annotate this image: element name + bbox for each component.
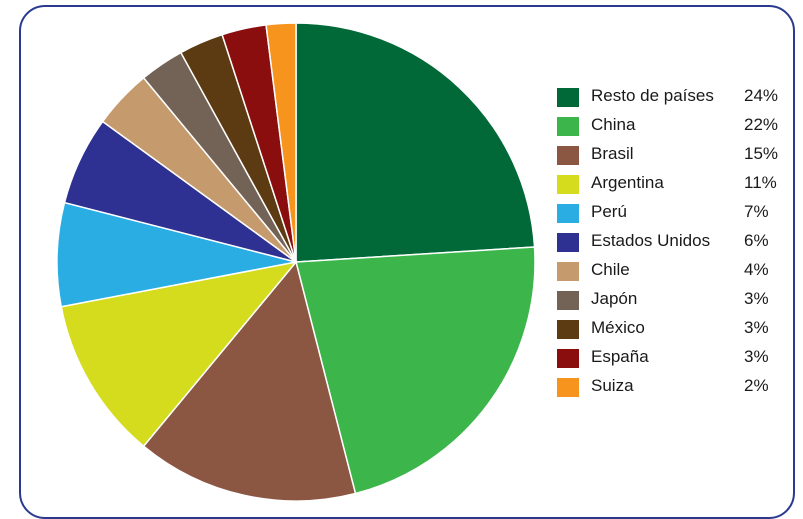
legend-item: Perú 7%: [557, 202, 787, 231]
legend-label: España: [591, 347, 649, 366]
legend-label: Estados Unidos: [591, 231, 711, 250]
legend-item: Estados Unidos 6%: [557, 231, 787, 260]
pie-slice-brasil: [142, 260, 357, 502]
legend-label: Resto de países: [591, 86, 714, 105]
legend-item: Suiza 2%: [557, 376, 787, 405]
legend-label: Perú: [591, 202, 627, 221]
legend-label: Chile: [591, 260, 630, 279]
legend-value: 3%: [744, 289, 769, 308]
legend-value: 22%: [744, 115, 779, 134]
legend-label: Japón: [591, 289, 638, 308]
legend-label: Suiza: [591, 376, 634, 395]
legend-value: 6%: [744, 231, 769, 250]
legend-item: China 22%: [557, 115, 787, 144]
legend-swatch: [557, 349, 579, 368]
legend-value: 3%: [744, 347, 769, 366]
legend-label: México: [591, 318, 645, 337]
legend-value: 11%: [744, 173, 777, 192]
legend-label: China: [591, 115, 636, 134]
legend-value: 2%: [744, 376, 769, 395]
legend-swatch: [557, 320, 579, 339]
legend-value: 24%: [744, 86, 779, 105]
legend-value: 7%: [744, 202, 769, 221]
pie-slice-suiza: [265, 22, 297, 263]
pie-slices: [56, 22, 536, 502]
legend-label: Brasil: [591, 144, 634, 163]
legend-swatch: [557, 233, 579, 252]
pie-slice-argentina: [60, 260, 298, 448]
legend-item: España 3%: [557, 347, 787, 376]
legend-item: Argentina 11%: [557, 173, 787, 202]
pie-slice-resto-de-países: [295, 22, 536, 263]
legend-value: 15%: [744, 144, 779, 163]
chart-legend: Resto de países 24% China 22% Brasil 15% Argen…: [557, 86, 787, 405]
legend-item: Brasil 15%: [557, 144, 787, 173]
legend-item: México 3%: [557, 318, 787, 347]
legend-swatch: [557, 117, 579, 136]
legend-swatch: [557, 204, 579, 223]
legend-swatch: [557, 175, 579, 194]
pie-slice-perú: [56, 201, 297, 308]
legend-swatch: [557, 146, 579, 165]
legend-label: Argentina: [591, 173, 664, 192]
legend-value: 4%: [744, 260, 769, 279]
legend-swatch: [557, 291, 579, 310]
legend-swatch: [557, 262, 579, 281]
legend-item: Japón 3%: [557, 289, 787, 318]
legend-item: Chile 4%: [557, 260, 787, 289]
legend-value: 3%: [744, 318, 769, 337]
pie-slice-china: [295, 246, 536, 495]
legend-swatch: [557, 378, 579, 397]
legend-swatch: [557, 88, 579, 107]
legend-item: Resto de países 24%: [557, 86, 787, 115]
